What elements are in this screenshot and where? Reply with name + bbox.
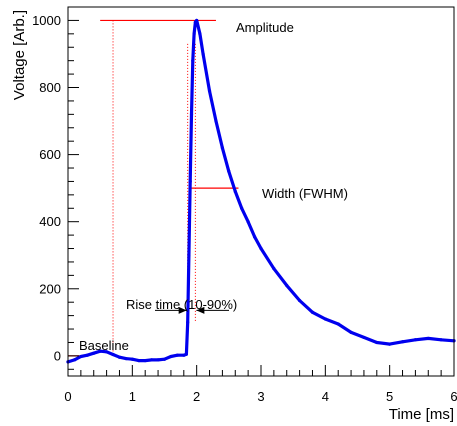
- y-axis-ticks: [68, 6, 79, 370]
- y-tick-label: 400: [39, 214, 61, 229]
- amplitude-label: Amplitude: [236, 20, 294, 35]
- data-point: [388, 342, 392, 346]
- x-axis-title: Time [ms]: [389, 406, 454, 423]
- data-point: [298, 298, 302, 303]
- y-tick-label: 0: [54, 348, 61, 363]
- data-point: [175, 353, 179, 357]
- data-point: [92, 351, 96, 355]
- baseline-label: Baseline: [79, 338, 129, 353]
- rise-arrow-left-head: [178, 306, 187, 314]
- data-point: [195, 18, 199, 23]
- data-point: [252, 235, 257, 239]
- data-point: [220, 146, 224, 150]
- data-point: [285, 283, 289, 288]
- data-point: [426, 336, 430, 341]
- data-point: [323, 317, 327, 321]
- data-point: [162, 357, 167, 361]
- y-tick-label: 1000: [32, 13, 61, 28]
- data-point: [227, 169, 231, 173]
- series-layer: [66, 18, 456, 364]
- data-point: [246, 220, 250, 224]
- data-point: [137, 358, 141, 363]
- data-point: [186, 320, 190, 324]
- x-axis-tick-labels: 0 1 2 3 4 5 6: [64, 389, 457, 404]
- data-point: [189, 112, 194, 116]
- data-point: [439, 338, 443, 342]
- data-point: [214, 119, 218, 123]
- data-point: [207, 89, 212, 93]
- x-tick-label: 1: [129, 389, 136, 404]
- y-tick-label: 600: [39, 147, 61, 162]
- x-tick-label: 4: [322, 389, 329, 404]
- data-point: [182, 353, 186, 357]
- data-point: [98, 349, 102, 353]
- x-tick-label: 3: [257, 389, 264, 404]
- data-point: [187, 253, 191, 257]
- data-point: [192, 32, 196, 36]
- data-point: [233, 189, 237, 194]
- data-point: [117, 355, 122, 359]
- data-point: [191, 59, 195, 63]
- data-point: [310, 310, 315, 314]
- x-tick-label: 6: [450, 389, 457, 404]
- rise-time-label: Rise time (10-90%): [126, 297, 237, 312]
- data-point: [150, 358, 154, 362]
- x-tick-label: 0: [64, 389, 71, 404]
- data-point: [259, 246, 263, 251]
- data-point: [413, 338, 417, 342]
- data-point: [143, 358, 147, 363]
- y-axis-title: Voltage [Arb.]: [11, 10, 28, 100]
- data-point: [85, 353, 89, 357]
- data-point: [79, 354, 83, 359]
- plot-frame: [67, 6, 455, 377]
- y-tick-label: 200: [39, 281, 61, 296]
- width-label: Width (FWHM): [262, 186, 348, 201]
- data-point: [201, 52, 205, 56]
- data-point: [188, 179, 192, 184]
- data-point: [272, 267, 276, 271]
- x-tick-label: 5: [386, 389, 393, 404]
- x-tick-label: 2: [193, 389, 200, 404]
- data-point: [111, 352, 115, 357]
- data-point: [400, 340, 405, 344]
- rise-time-arrows: [155, 306, 229, 314]
- data-point: [105, 350, 109, 354]
- data-point: [169, 354, 173, 359]
- data-point: [362, 335, 366, 340]
- y-axis-tick-labels: 0 200 400 600 800 1000: [32, 13, 61, 363]
- data-point: [240, 206, 244, 210]
- data-point: [156, 358, 160, 362]
- rise-arrow-right-head: [196, 306, 205, 314]
- y-tick-label: 800: [39, 80, 61, 95]
- data-point: [336, 322, 340, 326]
- data-point: [198, 32, 202, 36]
- x-axis-ticks: [67, 365, 455, 376]
- data-point: [349, 330, 353, 334]
- data-point: [124, 356, 128, 361]
- data-point: [130, 357, 134, 361]
- data-point: [72, 358, 77, 362]
- data-point: [184, 352, 188, 356]
- data-point: [375, 340, 379, 345]
